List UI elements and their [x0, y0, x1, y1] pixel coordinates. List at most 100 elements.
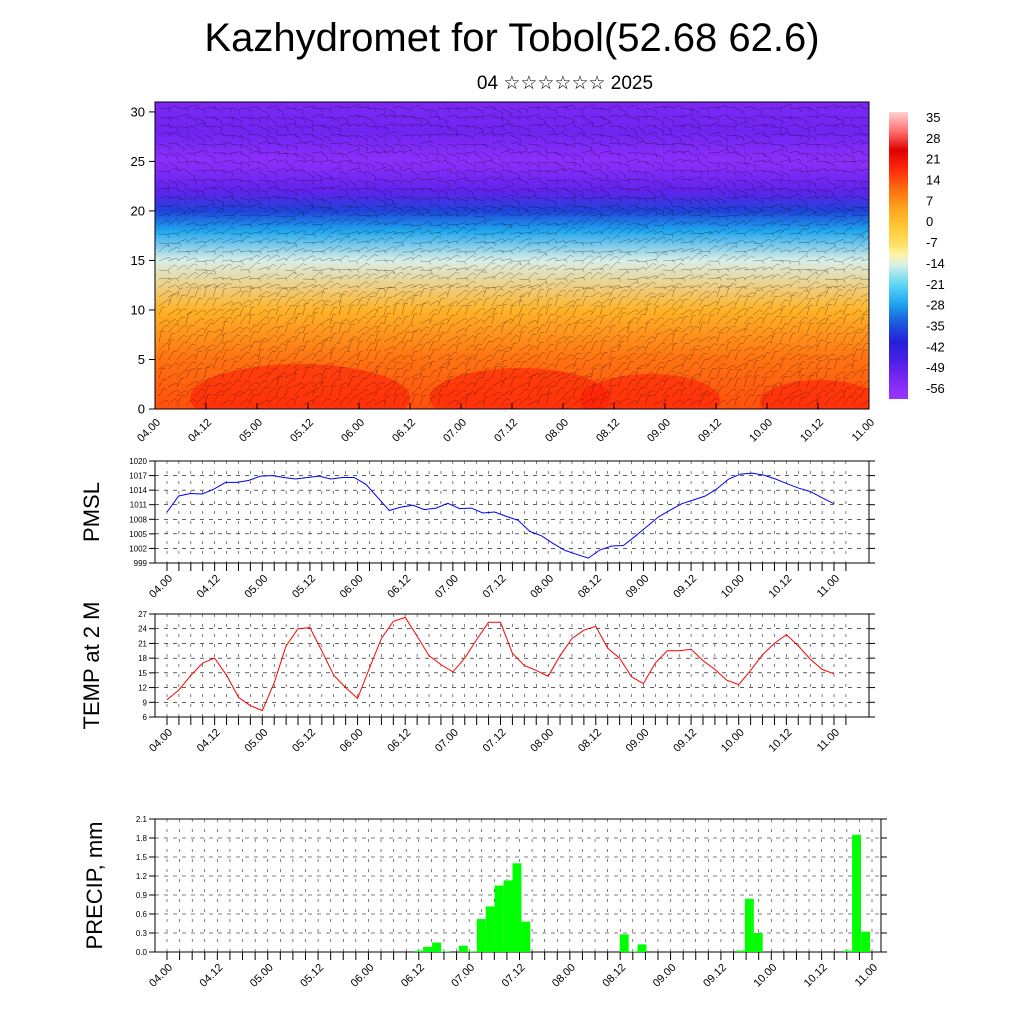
temp-xtick-label: 07.12: [481, 727, 509, 755]
precip-bar: [423, 946, 432, 952]
colorbar-label: 14: [926, 173, 940, 188]
heatmap-xtick-label: 11.00: [850, 417, 877, 444]
temp-ytick-label: 12: [138, 684, 147, 693]
pmsl-xtick-label: 08.00: [528, 573, 556, 601]
temp-xtick-label: 05.00: [242, 727, 270, 755]
precip-bar: [852, 834, 861, 952]
precip-ytick-label: 1.2: [136, 872, 148, 881]
pmsl-ylabel: PMSL: [79, 482, 104, 542]
precip-xtick-label: 11.00: [853, 962, 880, 989]
colorbar-bar: [889, 112, 908, 399]
pmsl-ytick-label: 999: [134, 559, 148, 568]
pmsl-chart: 999 1002 1005 1008 1011 1014 1017 1020 04.00 04.1…: [79, 457, 875, 601]
cross-section-chart: 0 5 10 15 20 25 30 04.00 04.12 05.00 05.12 06.00 06.…: [131, 101, 877, 445]
colorbar-label: -7: [926, 235, 938, 250]
date-subtitle: 04 ☆☆☆☆☆☆ 2025: [476, 73, 654, 94]
pmsl-xtick-label: 05.12: [290, 573, 318, 601]
warm-core-0: [190, 364, 410, 409]
colorbar-label: -21: [926, 277, 945, 292]
pmsl-ytick-label: 1014: [129, 486, 147, 495]
pmsl-xtick-label: 04.00: [147, 573, 175, 601]
pmsl-series-line: [166, 472, 835, 559]
colorbar-label: -42: [926, 339, 945, 354]
wind-barbs: [158, 104, 869, 406]
temp-ytick-label: 27: [138, 610, 147, 619]
pmsl-xtick-label: 10.00: [719, 573, 747, 601]
temp-xtick-label: 05.12: [290, 727, 318, 755]
heatmap-ytick-label: 25: [131, 154, 145, 169]
temp-series-line: [166, 616, 835, 712]
precip-bar: [861, 931, 870, 952]
precip-xtick-label: 08.12: [600, 962, 628, 990]
colorbar-label: -35: [926, 318, 945, 333]
pmsl-ytick-label: 1005: [129, 530, 147, 539]
precip-ytick-label: 0.0: [136, 948, 148, 957]
page-title: Kazhydromet for Tobol(52.68 62.6): [204, 16, 820, 60]
colorbar: 35 28 21 14 7 0 -7 -14 -21 -28 -35 -42 -49 -56: [889, 110, 945, 399]
precip-xtick-label: 05.12: [298, 962, 326, 990]
precip-ylabel: PRECIP, mm: [82, 822, 107, 950]
heatmap-xtick-label: 10.00: [747, 417, 775, 445]
temp-xtick-label: 10.12: [767, 727, 795, 755]
precip-bar: [432, 942, 441, 952]
temp-ytick-label: 15: [138, 669, 147, 678]
precip-xtick-label: 09.12: [701, 962, 729, 990]
colorbar-label: 7: [926, 193, 933, 208]
temp-xtick-label: 10.00: [719, 727, 747, 755]
pmsl-xtick-label: 07.12: [481, 573, 509, 601]
pmsl-ytick-label: 1020: [129, 457, 147, 466]
precip-bar: [744, 898, 754, 952]
pmsl-ytick-label: 1002: [129, 544, 147, 553]
precip-xtick-label: 10.00: [751, 962, 779, 990]
precip-xtick-label: 04.00: [147, 962, 175, 990]
temp-xtick-label: 09.00: [624, 727, 652, 755]
heatmap-ytick-label: 5: [138, 352, 145, 367]
temp-xtick-label: 06.12: [385, 727, 413, 755]
colorbar-label: -14: [926, 256, 945, 271]
precip-bar: [843, 950, 853, 952]
precip-xtick-label: 05.00: [248, 962, 276, 990]
temperature-field: [155, 102, 869, 409]
colorbar-label: -56: [926, 381, 945, 396]
temp-xtick-label: 11.00: [815, 727, 842, 754]
heatmap-xtick-label: 09.12: [696, 417, 724, 445]
heatmap-xtick-label: 05.00: [237, 417, 265, 445]
temp-xtick-label: 04.12: [195, 727, 223, 755]
precip-xtick-label: 06.00: [349, 962, 377, 990]
pmsl-xtick-label: 09.12: [671, 573, 699, 601]
precip-bar: [494, 885, 504, 952]
pmsl-ytick-label: 1008: [129, 515, 147, 524]
pmsl-xtick-label: 05.00: [242, 573, 270, 601]
heatmap-xtick-label: 08.12: [594, 417, 622, 445]
temp-xtick-label: 07.00: [433, 727, 461, 755]
precip-bar: [441, 951, 450, 952]
precip-xtick-label: 07.00: [449, 962, 477, 990]
precip-bar: [467, 951, 477, 952]
colorbar-label: 35: [926, 110, 940, 125]
precip-ytick-label: 1.5: [136, 853, 148, 862]
temp-ytick-label: 18: [138, 654, 147, 663]
pmsl-xtick-label: 09.00: [624, 573, 652, 601]
temp-ytick-label: 24: [138, 625, 147, 634]
temp-ylabel: TEMP at 2 M: [79, 602, 104, 730]
temp-ytick-label: 9: [143, 698, 148, 707]
precip-bar: [476, 919, 486, 952]
pmsl-ytick-label: 1017: [129, 472, 147, 481]
precip-bar: [521, 921, 531, 952]
heatmap-xtick-label: 04.12: [186, 417, 214, 445]
pmsl-xtick-label: 07.00: [433, 573, 461, 601]
precip-bar: [753, 933, 763, 952]
precip-chart: 0.0 0.3 0.6 0.9 1.2 1.5 1.8 2.1 04.00 04.12 05.00 0…: [82, 815, 887, 990]
precip-bar: [485, 906, 495, 952]
heatmap-xtick-label: 07.00: [441, 417, 469, 445]
temp-xtick-label: 09.12: [671, 727, 699, 755]
precip-xtick-label: 10.12: [802, 962, 830, 990]
heatmap-ytick-label: 0: [138, 402, 145, 417]
pmsl-xtick-label: 06.12: [385, 573, 413, 601]
precip-xtick-label: 04.12: [198, 962, 226, 990]
precip-bar: [628, 951, 638, 952]
temp-xtick-label: 04.00: [147, 727, 175, 755]
precip-xtick-label: 06.12: [399, 962, 427, 990]
precip-ytick-label: 0.9: [136, 891, 148, 900]
